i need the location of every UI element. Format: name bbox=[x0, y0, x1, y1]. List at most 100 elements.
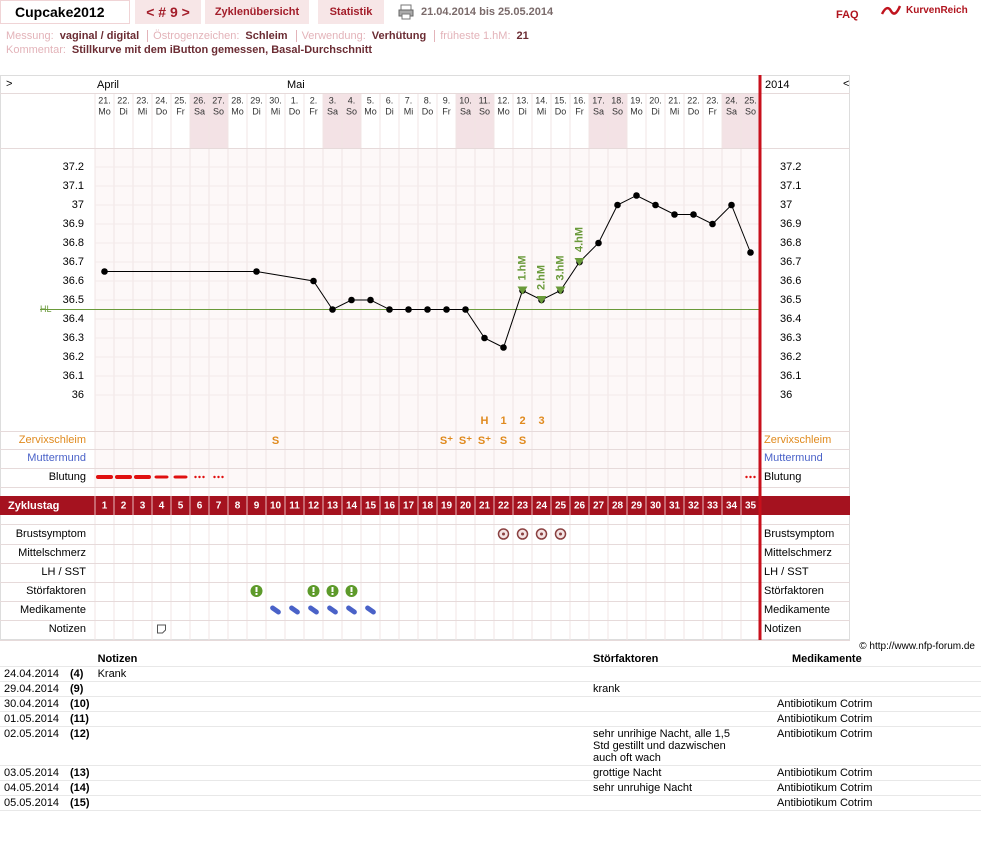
temperature-point bbox=[462, 306, 469, 313]
date-label: 6. bbox=[386, 95, 394, 105]
date-label: 3. bbox=[329, 95, 337, 105]
mucus-entry: S⁺ bbox=[459, 435, 472, 447]
cycle-day: 30 bbox=[650, 501, 662, 512]
info-value: Schleim bbox=[245, 30, 288, 42]
peak-label: H bbox=[481, 415, 489, 427]
nav-right: < bbox=[843, 78, 849, 90]
row-label: Zervixschleim bbox=[19, 434, 86, 446]
date-label: 14. bbox=[535, 95, 548, 105]
y-tick-label: 37.2 bbox=[780, 161, 801, 173]
cell bbox=[0, 652, 66, 667]
weekday-label: Mo bbox=[497, 106, 510, 116]
cell bbox=[66, 652, 94, 667]
pill-icon bbox=[270, 605, 281, 615]
weekday-label: Di bbox=[252, 106, 261, 116]
notes-cell: 05.05.2014 bbox=[0, 795, 66, 811]
weekday-label: Mo bbox=[98, 106, 111, 116]
date-label: 1. bbox=[291, 95, 299, 105]
date-label: 8. bbox=[424, 95, 432, 105]
column-header: Notizen bbox=[93, 652, 589, 667]
row-label: Muttermund bbox=[764, 452, 823, 464]
weekday-label: Fr bbox=[708, 106, 717, 116]
date-label: 21. bbox=[98, 95, 111, 105]
alert-dot bbox=[255, 593, 258, 595]
notes-cell bbox=[589, 666, 772, 682]
weekend-shade bbox=[741, 93, 760, 148]
date-label: 9. bbox=[443, 95, 451, 105]
bleeding-dot bbox=[745, 475, 748, 479]
cycle-day: 11 bbox=[289, 501, 300, 512]
weekday-label: Sa bbox=[726, 106, 737, 116]
tab[interactable]: Zyklenübersicht bbox=[205, 0, 309, 24]
cycle-day: 5 bbox=[178, 501, 184, 512]
weekend-shade bbox=[342, 93, 361, 148]
cycle-day: 10 bbox=[270, 501, 282, 512]
notes-cell bbox=[93, 681, 589, 697]
cycle-day: 33 bbox=[707, 501, 719, 512]
cycle-day: 34 bbox=[726, 501, 738, 512]
y-tick-label: 37 bbox=[72, 199, 84, 211]
notes-cell: sehr unruhige Nacht bbox=[589, 780, 772, 796]
cycle-day: 16 bbox=[384, 501, 396, 512]
note-icon bbox=[157, 624, 166, 634]
breast-dot bbox=[502, 532, 505, 536]
weekday-label: Mi bbox=[537, 106, 547, 116]
cycle-day: 24 bbox=[536, 501, 548, 512]
row-label: Mittelschmerz bbox=[764, 547, 832, 559]
weekend-shade bbox=[722, 93, 741, 148]
breast-dot bbox=[540, 532, 543, 536]
temperature-point bbox=[633, 192, 640, 199]
y-tick-label: 36.1 bbox=[63, 370, 84, 382]
date-range: 21.04.2014 bis 25.05.2014 bbox=[421, 6, 554, 18]
hm-marker bbox=[517, 286, 528, 295]
date-label: 24. bbox=[725, 95, 738, 105]
temperature-point bbox=[500, 344, 507, 351]
weekday-label: So bbox=[346, 106, 357, 116]
cycle-day: 21 bbox=[479, 501, 491, 512]
date-label: 30. bbox=[269, 95, 282, 105]
weekday-label: Di bbox=[651, 106, 660, 116]
temperature-point bbox=[652, 201, 659, 209]
weekday-label: Do bbox=[688, 106, 700, 116]
hm-label: 4.hM bbox=[573, 227, 585, 252]
cycle-nav[interactable]: < # 9 > bbox=[135, 0, 201, 24]
cycle-day: 28 bbox=[612, 501, 624, 512]
hm-marker bbox=[536, 296, 547, 304]
y-tick-label: 37.2 bbox=[63, 161, 84, 173]
bleeding-dot bbox=[749, 475, 752, 479]
weekday-label: Di bbox=[119, 106, 128, 116]
column-header: Störfaktoren bbox=[589, 652, 772, 667]
notes-cell: (12) bbox=[66, 726, 94, 766]
weekday-label: Fr bbox=[309, 106, 318, 116]
hm-label: 3.hM bbox=[554, 255, 566, 280]
notes-cell: 24.04.2014 bbox=[0, 666, 66, 682]
tab[interactable]: Statistik bbox=[318, 0, 384, 24]
y-tick-label: 37.1 bbox=[780, 180, 801, 192]
notes-cell: 02.05.2014 bbox=[0, 726, 66, 766]
cycle-day: 32 bbox=[688, 501, 700, 512]
notes-cell bbox=[93, 780, 589, 796]
row-label: Mittelschmerz bbox=[18, 547, 86, 559]
logo[interactable]: KurvenReich bbox=[906, 5, 968, 16]
row-label: Muttermund bbox=[27, 452, 86, 464]
cycle-day: 14 bbox=[346, 501, 358, 512]
hl-label: HL bbox=[40, 304, 52, 314]
info-label: Verwendung: bbox=[295, 30, 366, 42]
notes-cell: Antibiotikum Cotrim bbox=[772, 780, 981, 796]
bleeding-mark bbox=[213, 475, 224, 479]
info-label: früheste 1.hM: bbox=[434, 30, 511, 42]
pill-icon bbox=[289, 605, 300, 615]
faq-link[interactable]: FAQ bbox=[836, 9, 859, 21]
nav-left: > bbox=[6, 78, 12, 90]
date-label: 16. bbox=[573, 95, 586, 105]
notes-cell: (4) bbox=[66, 666, 94, 682]
cycle-day: 8 bbox=[235, 501, 241, 512]
column-header: Medikamente bbox=[772, 652, 981, 667]
date-label: 23. bbox=[136, 95, 149, 105]
date-label: 22. bbox=[117, 95, 130, 105]
user-name[interactable]: Cupcake2012 bbox=[0, 0, 130, 24]
bleeding-mark bbox=[134, 475, 151, 479]
print-icon[interactable] bbox=[398, 4, 414, 20]
temperature-point bbox=[671, 211, 678, 218]
